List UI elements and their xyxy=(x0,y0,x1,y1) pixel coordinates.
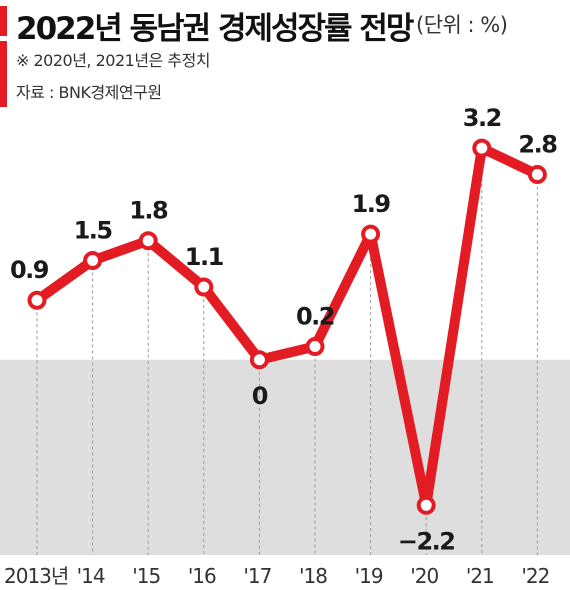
data-label: 0.9 xyxy=(10,256,49,284)
data-point xyxy=(305,337,325,357)
data-point xyxy=(527,165,547,185)
data-label: 3.2 xyxy=(463,104,501,132)
data-labels: 0.9 1.5 1.8 1.1 0 0.2 1.9 −2.2 3.2 2.8 xyxy=(10,104,559,555)
data-points xyxy=(27,138,547,515)
x-tick-label: '18 xyxy=(299,564,327,588)
x-tick-label: '21 xyxy=(466,564,494,588)
data-point xyxy=(249,350,269,370)
growth-rate-line xyxy=(32,143,543,511)
data-label: 1.1 xyxy=(185,243,224,271)
subtitle-accent-bar xyxy=(0,41,7,107)
chart-title: 2022년 동남권 경제성장률 전망 xyxy=(16,11,414,47)
x-tick-label: '19 xyxy=(355,564,383,588)
x-tick-label: '15 xyxy=(132,564,160,588)
chart-header: 2022년 동남권 경제성장률 전망 (단위 : %) ※ 2020년, 202… xyxy=(0,0,570,110)
data-point xyxy=(83,251,103,271)
title-accent-bar xyxy=(0,6,7,36)
data-label: 1.5 xyxy=(74,217,113,245)
x-tick-label: '16 xyxy=(188,564,216,588)
data-point xyxy=(361,224,381,244)
gridlines xyxy=(36,148,538,555)
estimate-note: ※ 2020년, 2021년은 추정치 xyxy=(16,51,211,70)
data-label: −2.2 xyxy=(398,527,455,555)
data-label: 1.8 xyxy=(129,197,168,225)
data-label: 2.8 xyxy=(518,131,557,159)
data-point xyxy=(194,277,214,297)
data-label: 1.9 xyxy=(352,190,391,218)
data-label: 0.2 xyxy=(296,303,334,331)
x-tick-label: '17 xyxy=(243,564,271,588)
x-tick-label: '20 xyxy=(410,564,438,588)
source-note: 자료 : BNK경제연구원 xyxy=(16,83,162,102)
x-tick-label: '14 xyxy=(77,564,105,588)
data-point xyxy=(138,231,158,251)
unit-label: (단위 : %) xyxy=(416,13,508,37)
x-tick-label: '22 xyxy=(521,564,549,588)
data-point xyxy=(27,290,47,310)
data-point xyxy=(472,138,492,158)
data-point xyxy=(416,495,436,515)
data-label: 0 xyxy=(252,382,268,410)
x-axis-ticks: 2013년 '14 '15 '16 '17 '18 '19 '20 '21 '22 xyxy=(4,564,550,588)
negative-region xyxy=(0,359,570,555)
x-tick-label: 2013년 xyxy=(4,564,68,588)
